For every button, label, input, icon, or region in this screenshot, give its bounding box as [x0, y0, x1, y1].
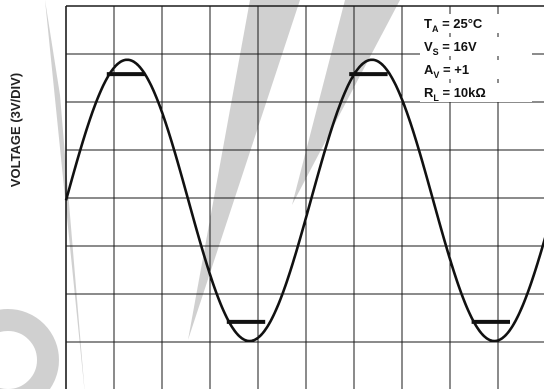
sine-trace: [64, 58, 544, 343]
watermark-circle: [0, 309, 59, 389]
condition-bg: [420, 14, 532, 33]
y-axis-label: VOLTAGE (3V/DIV): [8, 72, 23, 188]
condition-bg: [420, 83, 532, 102]
condition-0: TA = 25°C: [424, 16, 483, 34]
watermark: [0, 0, 400, 389]
watermark-stroke-1: [188, 0, 300, 340]
condition-bg: [420, 60, 532, 79]
watermark-stroke-0: [45, 0, 85, 389]
condition-bg: [420, 37, 532, 56]
condition-3: RL = 10kΩ: [424, 85, 486, 103]
